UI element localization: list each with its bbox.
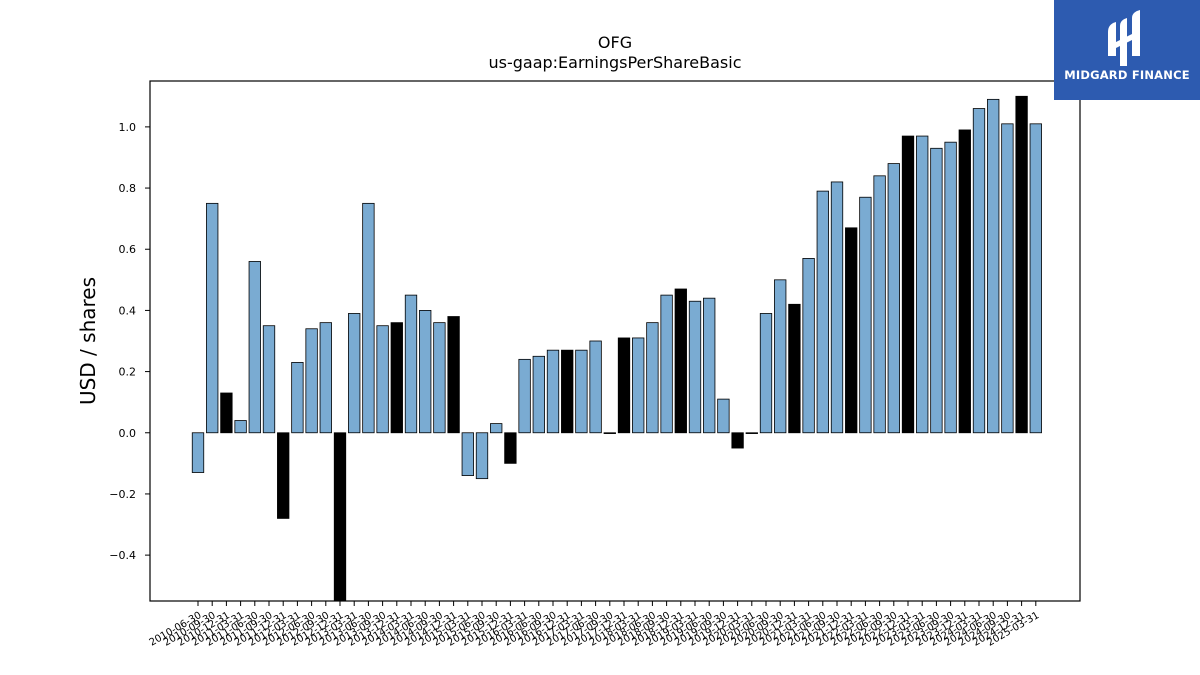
bar-2012-03-31 <box>291 362 304 434</box>
bar-2022-06-30 <box>873 175 886 434</box>
bar-2019-06-30 <box>703 297 716 434</box>
bar-2020-06-30 <box>759 313 773 434</box>
y-tick-label: 0.6 <box>119 243 137 256</box>
bar-2016-03-31 <box>518 358 531 434</box>
bar-2014-03-31 <box>404 294 418 434</box>
bar-2013-12-31 <box>390 322 403 434</box>
bar-2010-06-30 <box>191 432 205 473</box>
bar-2020-03-31 <box>745 432 758 434</box>
bar-2014-06-30 <box>419 310 432 434</box>
bar-2018-09-30 <box>660 294 673 434</box>
y-tick-label: −0.2 <box>109 488 136 501</box>
bar-2017-12-31 <box>617 337 631 434</box>
midgard-logo-icon <box>1108 10 1140 66</box>
bar-2013-03-31 <box>348 313 361 434</box>
bar-2015-12-31 <box>504 432 517 464</box>
bar-2016-06-30 <box>532 355 545 434</box>
bar-2017-06-30 <box>589 340 602 434</box>
bar-2019-03-31 <box>688 300 702 434</box>
brand-logo: MIDGARD FINANCE <box>1054 0 1200 100</box>
bar-2024-12-31 <box>1015 95 1028 434</box>
bar-2022-03-31 <box>859 196 872 434</box>
bar-2022-09-30 <box>887 163 900 434</box>
bar-2021-03-31 <box>802 258 815 434</box>
bar-2010-12-31 <box>220 392 233 434</box>
bar-2012-12-31 <box>333 432 347 602</box>
bar-2012-09-30 <box>319 322 332 434</box>
y-tick-label: 0.0 <box>119 427 137 440</box>
brand-name: MIDGARD FINANCE <box>1064 68 1190 82</box>
bar-2015-03-31 <box>461 432 474 476</box>
bar-2014-09-30 <box>433 322 446 434</box>
bar-2023-06-30 <box>930 147 943 434</box>
y-tick-label: 0.4 <box>119 304 137 317</box>
bar-2020-09-30 <box>774 279 787 434</box>
bar-2011-03-31 <box>234 420 247 434</box>
bar-2018-03-31 <box>632 337 645 434</box>
bar-2010-09-30 <box>206 202 219 434</box>
bar-2017-09-30 <box>603 432 616 434</box>
bar-2013-06-30 <box>362 202 375 434</box>
bar-2015-06-30 <box>475 432 489 480</box>
bar-2011-09-30 <box>262 325 276 434</box>
bar-2024-09-30 <box>1001 123 1014 434</box>
bar-2018-06-30 <box>646 322 659 434</box>
bar-2020-12-31 <box>788 303 801 434</box>
bar-2024-06-30 <box>987 98 1000 434</box>
y-tick-label: 1.0 <box>119 121 137 134</box>
chart-subtitle: us-gaap:EarningsPerShareBasic <box>488 53 741 72</box>
bar-2019-12-31 <box>731 432 744 449</box>
bar-2015-09-30 <box>490 423 503 434</box>
x-axis-ticks: 2010-06-302010-09-302010-12-312011-03-31… <box>148 601 1041 649</box>
bar-2019-09-30 <box>717 398 730 434</box>
bar-2014-12-31 <box>447 316 460 434</box>
bar-2025-03-31 <box>1029 123 1042 434</box>
bar-2016-12-31 <box>561 349 574 434</box>
y-tick-label: 0.8 <box>119 182 137 195</box>
y-tick-label: −0.4 <box>109 549 136 562</box>
bar-2023-12-31 <box>958 129 971 434</box>
bar-series <box>191 95 1042 602</box>
bar-2021-09-30 <box>830 181 844 434</box>
plot-area-frame <box>149 80 1081 602</box>
bar-2016-09-30 <box>546 349 560 434</box>
y-axis-label: USD / shares <box>76 277 100 405</box>
bar-2023-03-31 <box>916 135 929 434</box>
bar-2017-03-31 <box>575 349 588 434</box>
bar-2011-06-30 <box>248 261 261 434</box>
bar-2021-06-30 <box>816 190 829 434</box>
bar-2013-09-30 <box>376 325 389 434</box>
bar-2021-12-31 <box>845 227 858 434</box>
bar-2012-06-30 <box>305 328 318 434</box>
bar-2024-03-31 <box>972 108 986 434</box>
bar-2023-09-30 <box>944 141 957 434</box>
bar-2022-12-31 <box>901 135 915 434</box>
y-tick-label: 0.2 <box>119 366 137 379</box>
chart-title: OFG <box>598 33 632 52</box>
bar-2018-12-31 <box>674 288 687 434</box>
y-axis-ticks: −0.4 −0.2 0.0 0.2 0.4 0.6 0.8 1.0 <box>109 121 150 562</box>
bar-2011-12-31 <box>277 432 290 519</box>
